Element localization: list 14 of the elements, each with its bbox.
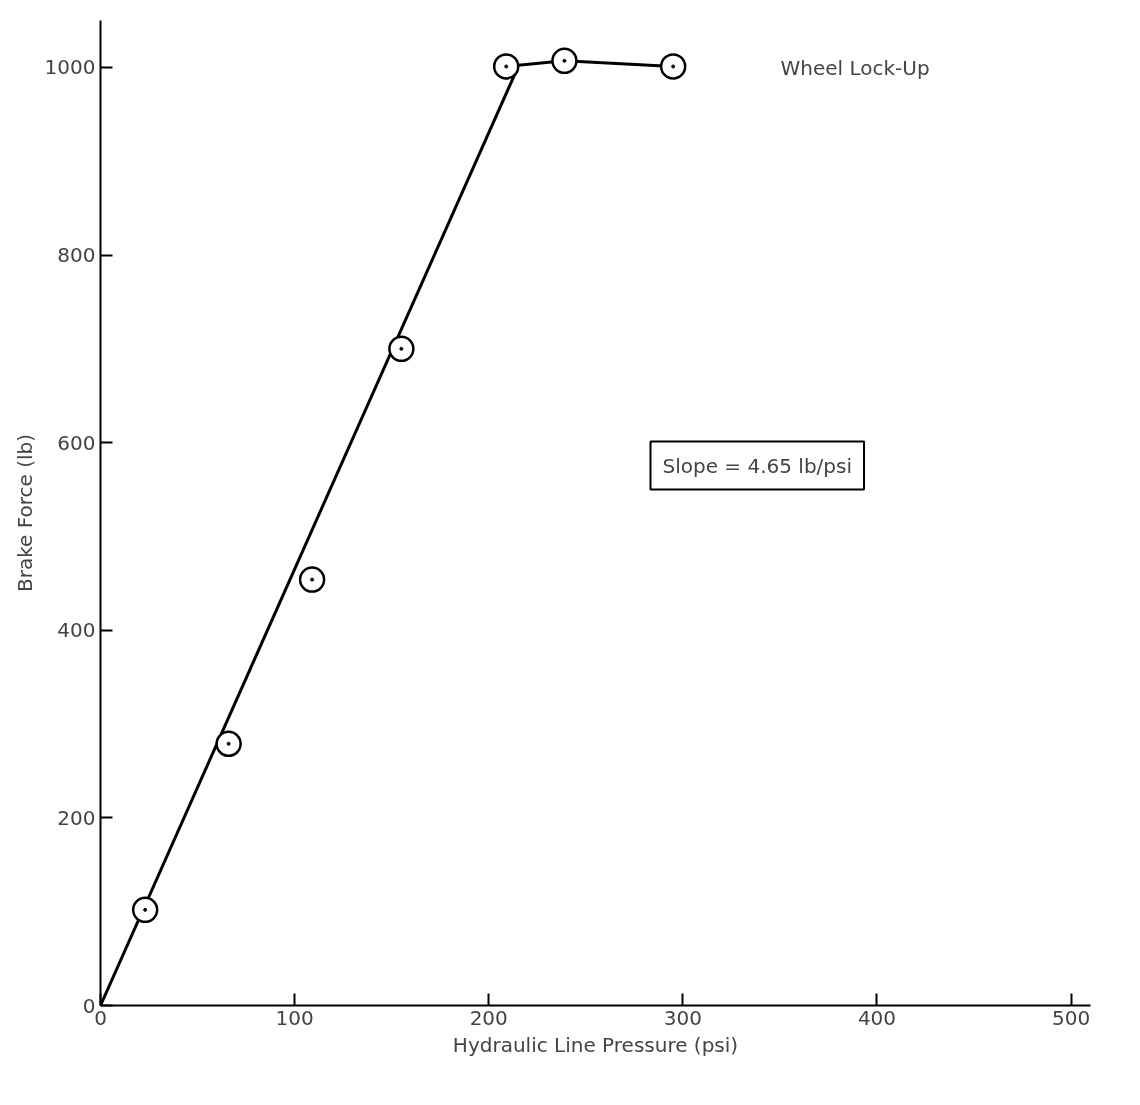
x-tick-label: 100 xyxy=(275,1005,314,1030)
x-axis-title: Hydraulic Line Pressure (psi) xyxy=(452,1032,739,1057)
x-tick-label: 500 xyxy=(1052,1005,1091,1030)
y-tick-label: 800 xyxy=(57,243,96,268)
x-tick-label: 200 xyxy=(469,1005,508,1030)
annotation: Slope = 4.65 lb/psi xyxy=(662,453,853,478)
annotation: Wheel Lock-Up xyxy=(780,55,930,80)
y-tick-label: 600 xyxy=(57,430,96,455)
y-axis-title: Brake Force (lb) xyxy=(12,433,37,593)
y-tick-label: 400 xyxy=(57,618,96,643)
x-tick-label: 300 xyxy=(663,1005,702,1030)
y-tick-label: 200 xyxy=(57,805,96,830)
y-tick-label: 1000 xyxy=(44,55,96,80)
x-tick-label: 400 xyxy=(857,1005,897,1030)
